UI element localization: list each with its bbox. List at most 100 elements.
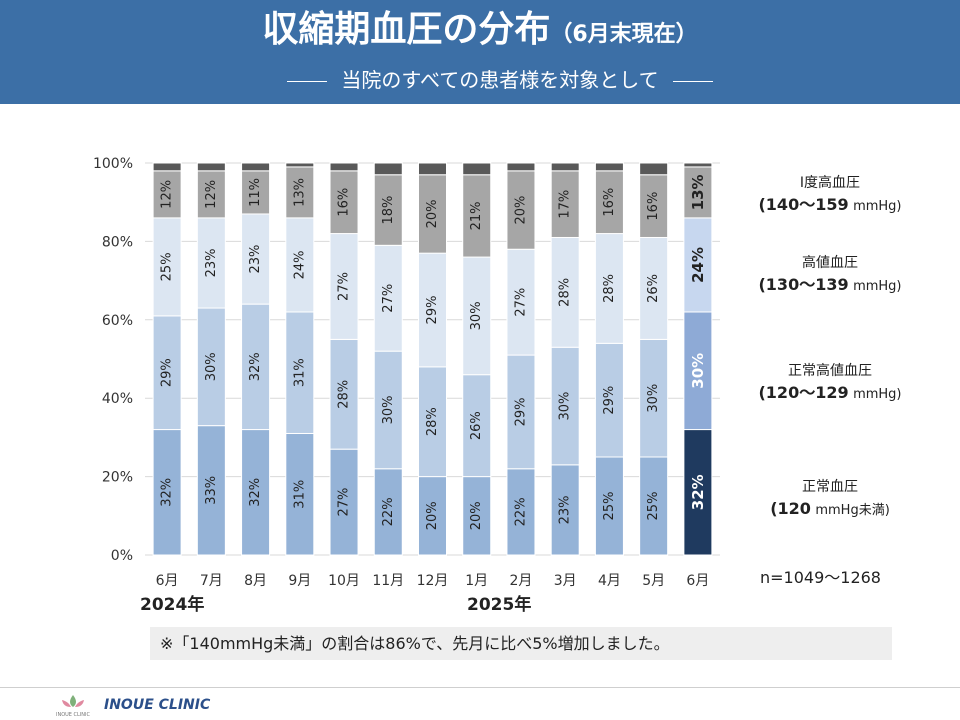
bar-segment [462, 174, 492, 258]
clinic-name: INOUE CLINIC [104, 697, 211, 713]
data-label: 20% [513, 196, 528, 225]
bar-segment [462, 162, 492, 176]
legend-range: (120〜129 [758, 383, 849, 402]
legend-elevated-bp: 高値血圧 (130〜139 mmHg) [730, 252, 930, 298]
data-label: 22% [381, 497, 396, 526]
data-label: 20% [425, 501, 440, 530]
bar-segment [594, 233, 624, 344]
data-label: 26% [469, 411, 484, 440]
data-label: 30% [469, 301, 484, 330]
data-label: 29% [160, 358, 175, 387]
bar-segment [506, 248, 536, 356]
data-label: 16% [646, 192, 661, 221]
data-label: 12% [160, 180, 175, 209]
data-label: 28% [602, 274, 617, 303]
bar-segment [462, 374, 492, 478]
bar-segment [285, 162, 315, 168]
x-tick-label: 4月 [598, 573, 621, 589]
data-label: 12% [204, 180, 219, 209]
legend-name: 正常血圧 [802, 479, 858, 495]
bar-segment [152, 162, 182, 172]
bar-segment [329, 162, 359, 172]
data-label: 25% [160, 252, 175, 281]
data-label: 24% [292, 250, 307, 279]
data-label: 20% [469, 501, 484, 530]
data-label: 30% [381, 396, 396, 425]
bar-segment [550, 236, 580, 348]
legend-range: (140〜159 [758, 195, 849, 214]
data-label: 26% [646, 274, 661, 303]
x-tick-label: 8月 [244, 573, 267, 589]
y-tick-label: 20% [102, 470, 133, 486]
bar-segment [373, 162, 403, 176]
data-label: 23% [248, 245, 263, 274]
bar-segment [196, 217, 226, 309]
data-label: 30% [558, 392, 573, 421]
data-label: 30% [204, 352, 219, 381]
bar-segment [506, 162, 536, 172]
summary-note: ※「140mmHg未満」の割合は86%で、先月に比べ5%増加しました。 [150, 627, 892, 660]
x-tick-label: 3月 [554, 573, 577, 589]
data-label: 20% [425, 200, 440, 229]
bar-segment [241, 162, 271, 172]
legend-unit: mmHg) [853, 199, 902, 214]
bar-segment [550, 464, 580, 556]
data-label: 18% [381, 196, 396, 225]
data-label: 29% [602, 386, 617, 415]
bar-segment [196, 170, 226, 219]
bar-segment [196, 162, 226, 172]
bar-segment [373, 350, 403, 470]
data-label: 31% [292, 358, 307, 387]
bar-segment [594, 170, 624, 235]
bar-segment [550, 162, 580, 172]
bar-segment [594, 342, 624, 458]
footer-divider [0, 687, 960, 688]
data-label: 28% [337, 380, 352, 409]
data-label: 13% [292, 178, 307, 207]
page-subtitle: 当院のすべての患者様を対象として [0, 66, 960, 94]
data-label: 32% [689, 474, 707, 510]
bar-segment [241, 303, 271, 431]
data-label: 22% [513, 497, 528, 526]
x-tick-label: 10月 [328, 573, 360, 589]
legend-unit: mmHg未満) [815, 503, 890, 518]
data-label: 23% [204, 249, 219, 278]
subtitle-dash-left [287, 81, 328, 82]
y-tick-label: 0% [111, 548, 133, 564]
y-tick-label: 60% [102, 313, 133, 329]
bar-segment [594, 162, 624, 172]
x-tick-label: 9月 [288, 573, 311, 589]
data-label: 24% [689, 247, 707, 283]
bar-segment [196, 307, 226, 427]
data-label: 27% [337, 272, 352, 301]
bar-segment [683, 166, 713, 219]
data-label: 30% [689, 353, 707, 389]
bar-segment [373, 244, 403, 352]
bar-segment [683, 429, 713, 556]
clinic-logo: INOUE CLINIC [56, 695, 91, 718]
data-label: 13% [689, 174, 707, 210]
data-label: 32% [248, 352, 263, 381]
x-tick-label: 7月 [200, 573, 223, 589]
data-label: 30% [646, 384, 661, 413]
bar-segment [418, 162, 447, 176]
data-label: 27% [337, 488, 352, 517]
data-label: 28% [558, 278, 573, 307]
bar-segment [594, 456, 624, 556]
x-tick-label: 2月 [510, 573, 533, 589]
bar-segment [373, 174, 403, 246]
legend-name: 高値血圧 [802, 255, 858, 271]
data-label: 32% [248, 478, 263, 507]
page-title: 収縮期血圧の分布（6月末現在） [262, 9, 698, 50]
legend-range: (130〜139 [758, 275, 849, 294]
data-label: 16% [337, 188, 352, 217]
bar-segment [639, 338, 669, 458]
legend-grade1-hypertension: Ⅰ度高血圧 (140〜159 mmHg) [730, 172, 930, 218]
bar-segment [152, 429, 182, 556]
bar-segment [241, 429, 271, 556]
subtitle-dash-right [672, 81, 713, 82]
data-label: 33% [204, 476, 219, 505]
bar-segment [683, 162, 713, 168]
data-label: 27% [513, 288, 528, 317]
